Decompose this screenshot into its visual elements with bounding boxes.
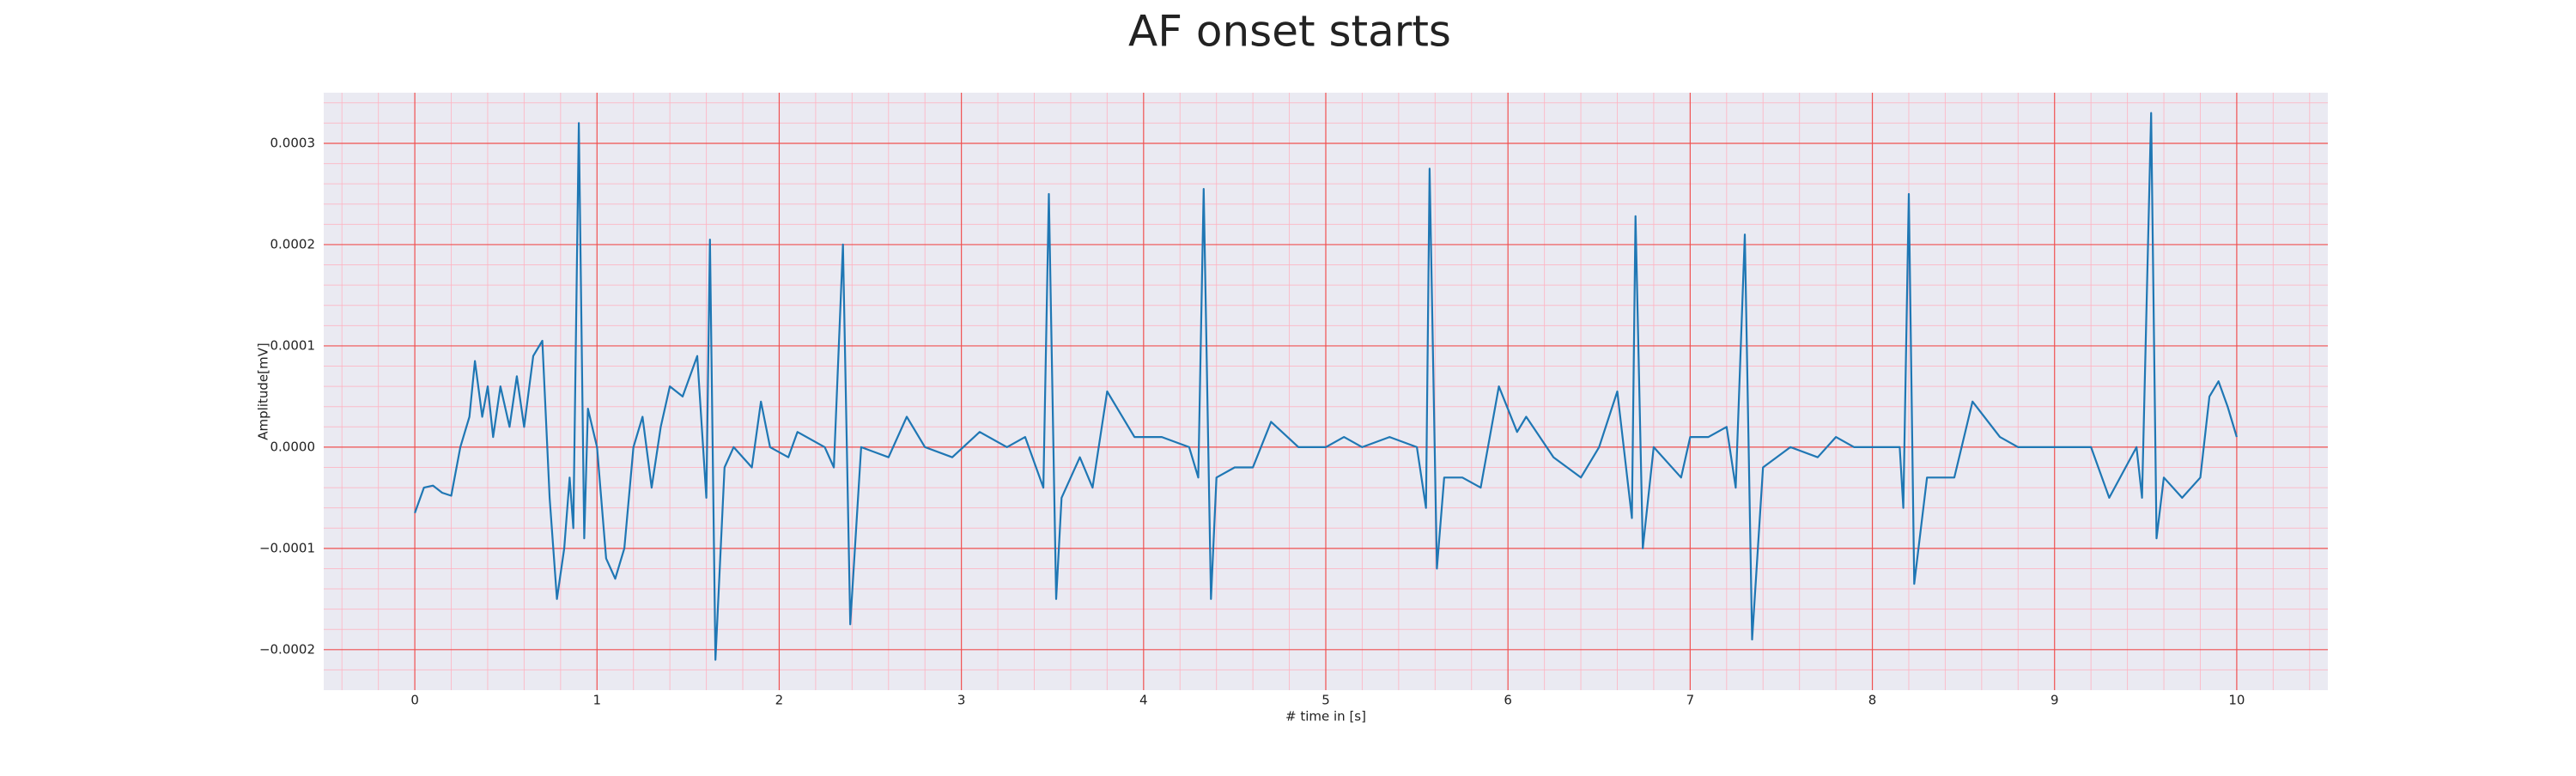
- x-tick-label: 5: [1321, 693, 1330, 708]
- y-tick-label: −0.0001: [259, 540, 315, 555]
- x-tick-label: 6: [1504, 693, 1512, 708]
- x-tick-label: 0: [410, 693, 419, 708]
- y-tick-label: 0.0000: [270, 439, 316, 454]
- y-axis-label: Amplitude[mV]: [256, 343, 271, 440]
- ecg-line: [414, 112, 2238, 661]
- y-tick-label: −0.0002: [259, 641, 315, 657]
- x-tick-label: 9: [2050, 693, 2059, 708]
- x-tick-label: 2: [775, 693, 784, 708]
- x-tick-label: 10: [2228, 693, 2245, 708]
- chart-title: AF onset starts: [1128, 7, 1451, 57]
- x-tick-label: 3: [957, 693, 966, 708]
- x-axis-label: # time in [s]: [1285, 709, 1366, 724]
- x-tick-label: 8: [1868, 693, 1877, 708]
- x-tick-label: 1: [592, 693, 601, 708]
- y-tick-label: 0.0001: [270, 337, 316, 353]
- x-tick-label: 4: [1139, 693, 1148, 708]
- y-tick-label: 0.0002: [270, 236, 316, 252]
- y-tick-label: 0.0003: [270, 135, 316, 150]
- x-tick-label: 7: [1686, 693, 1695, 708]
